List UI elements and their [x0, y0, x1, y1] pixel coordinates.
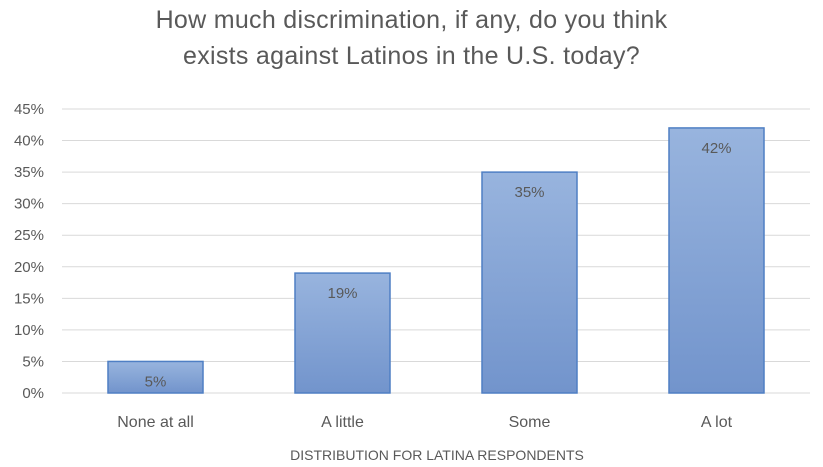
x-tick-label: A little	[321, 414, 364, 431]
data-label: 19%	[327, 285, 357, 302]
y-tick-label: 30%	[14, 196, 44, 213]
x-tick-label: None at all	[117, 414, 194, 431]
chart-title-line-1: How much discrimination, if any, do you …	[155, 6, 668, 34]
y-tick-label: 45%	[14, 101, 44, 118]
y-tick-label: 15%	[14, 290, 44, 307]
y-tick-label: 10%	[14, 322, 44, 339]
x-tick-label: A lot	[701, 414, 733, 431]
bar	[294, 272, 391, 394]
x-axis-tick-labels: None at all A little Some A lot	[117, 414, 732, 431]
y-tick-label: 40%	[14, 133, 44, 150]
chart-title-line-2: exists against Latinos in the U.S. today…	[182, 42, 640, 70]
y-axis-tick-labels: 0% 5% 10% 15% 20% 25% 30% 35% 40% 45%	[14, 101, 44, 402]
data-labels: 5% 19% 35% 42%	[145, 140, 732, 391]
data-label: 42%	[701, 140, 731, 157]
x-tick-label: Some	[509, 414, 551, 431]
y-tick-label: 5%	[22, 353, 44, 370]
y-tick-label: 35%	[14, 164, 44, 181]
x-axis-title: DISTRIBUTION FOR LATINA RESPONDENTS	[290, 447, 584, 463]
bar	[668, 127, 765, 394]
bar	[107, 360, 204, 394]
y-tick-label: 25%	[14, 227, 44, 244]
data-label: 35%	[514, 184, 544, 201]
y-tick-label: 20%	[14, 259, 44, 276]
bar	[481, 171, 578, 394]
data-label: 5%	[145, 373, 167, 390]
y-tick-label: 0%	[22, 385, 44, 402]
bars	[107, 127, 765, 394]
